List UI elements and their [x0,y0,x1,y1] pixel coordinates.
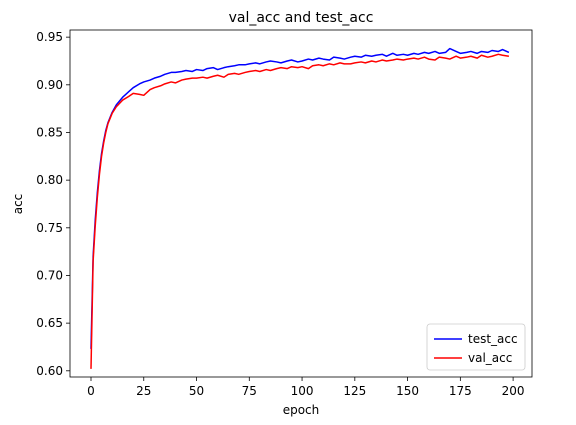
y-tick-label: 0.65 [36,316,63,330]
y-tick-label: 0.60 [36,364,63,378]
y-tick-label: 0.75 [36,221,63,235]
legend-label-val-acc: val_acc [468,351,512,365]
x-tick-label: 100 [291,384,314,398]
plot-frame [69,29,533,378]
series-line-val-acc [90,53,510,369]
x-axis-label: epoch [283,403,320,417]
y-tick-label: 0.70 [36,268,63,282]
x-axis: 0 25 50 75 100 125 150 175 200 [87,377,525,398]
legend-label-test-acc: test_acc [468,332,518,346]
plot-area [70,30,532,377]
y-tick-label: 0.80 [36,173,63,187]
x-tick-label: 150 [396,384,419,398]
x-tick-label: 175 [449,384,472,398]
legend: test_acc val_acc [426,323,526,371]
x-tick-label: 25 [136,384,151,398]
y-tick-label: 0.90 [36,78,63,92]
series-layer [90,47,510,369]
y-axis-label: acc [11,194,25,215]
x-tick-label: 0 [87,384,95,398]
y-tick-label: 0.95 [36,30,63,44]
x-tick-label: 50 [189,384,204,398]
x-tick-label: 200 [502,384,525,398]
x-tick-label: 75 [242,384,257,398]
series-line-test-acc [90,47,510,349]
y-axis: 0.60 0.65 0.70 0.75 0.80 0.85 0.90 0.95 [36,30,70,378]
x-tick-label: 125 [343,384,366,398]
y-tick-label: 0.85 [36,125,63,139]
chart-title: val_acc and test_acc [229,10,374,26]
